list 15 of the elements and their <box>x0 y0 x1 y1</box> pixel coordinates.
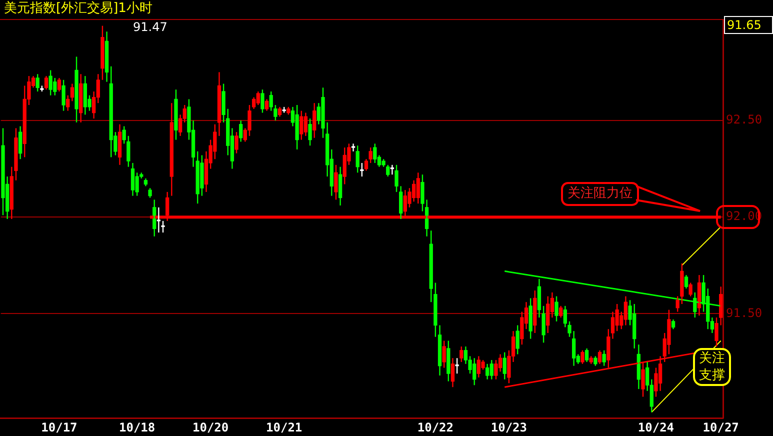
x-tick-label: 10/18 <box>118 420 156 434</box>
y-tick-label: 91.50 <box>726 306 762 320</box>
x-tick-label: 10/24 <box>638 420 674 434</box>
x-tick-label: 10/21 <box>266 420 302 434</box>
x-tick-label: 10/20 <box>192 420 229 434</box>
annotation: 关注阻力位 <box>561 182 639 206</box>
x-tick-label: 10/17 <box>41 420 78 434</box>
y-tick-label: 92.50 <box>726 112 762 127</box>
x-tick-label: 10/22 <box>417 420 454 434</box>
text: 91.65 <box>724 16 773 34</box>
x-tick-label: 10/23 <box>490 420 528 434</box>
annotation: 91.47 <box>133 20 168 34</box>
chart-title: 美元指数[外汇交易]1小时 <box>4 1 152 17</box>
x-tick-label: 10/27 <box>702 420 739 434</box>
annotation: 关注支撑 <box>693 348 731 386</box>
